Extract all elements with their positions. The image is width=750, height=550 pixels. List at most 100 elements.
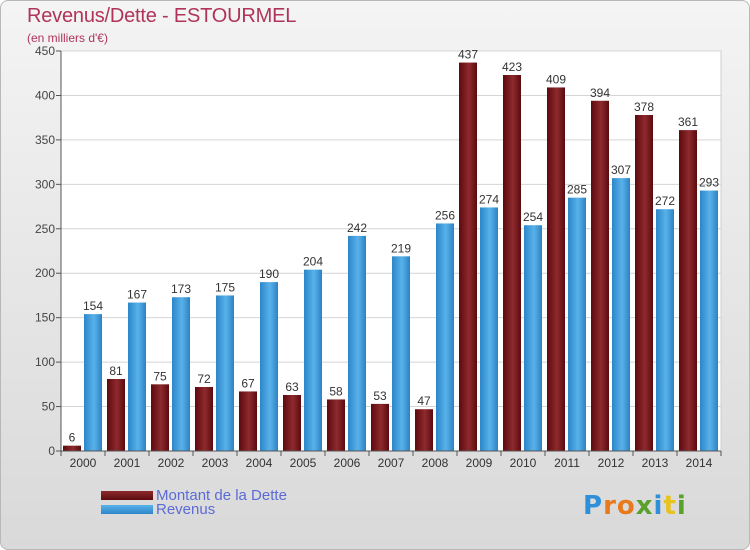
x-tick-label: 2000 bbox=[70, 456, 97, 470]
x-tick-label: 2006 bbox=[334, 456, 361, 470]
data-label-debt-2003: 72 bbox=[197, 372, 211, 386]
bar-revenus-2007 bbox=[392, 256, 410, 451]
y-axis: 0 50 100 150 200 250 300 350 400 450 bbox=[35, 44, 62, 458]
data-label-revenus-2008: 256 bbox=[435, 208, 455, 222]
data-label-revenus-2003: 175 bbox=[215, 280, 235, 294]
bar-revenus-2006 bbox=[348, 235, 366, 451]
bar-revenus-2011 bbox=[568, 197, 586, 451]
bar-debt-2006 bbox=[327, 399, 345, 451]
x-tick-label: 2007 bbox=[378, 456, 405, 470]
bar-debt-2012 bbox=[591, 100, 609, 452]
data-label-revenus-2007: 219 bbox=[391, 241, 411, 255]
data-label-debt-2014: 361 bbox=[678, 115, 698, 129]
legend-item-revenus: Revenus bbox=[101, 500, 216, 518]
data-label-debt-2007: 53 bbox=[373, 389, 387, 403]
bar-revenus-2013 bbox=[656, 209, 674, 451]
bar-debt-2013 bbox=[635, 115, 653, 451]
y-tick-label: 250 bbox=[35, 222, 55, 236]
logo-letter: i bbox=[653, 491, 664, 521]
bar-revenus-2002 bbox=[172, 297, 190, 451]
x-tick-label: 2012 bbox=[598, 456, 625, 470]
x-tick-label: 2001 bbox=[114, 456, 141, 470]
data-label-debt-2010: 423 bbox=[502, 60, 522, 74]
y-tick-label: 150 bbox=[35, 311, 55, 325]
data-label-debt-2008: 47 bbox=[417, 394, 431, 408]
x-tick-label: 2014 bbox=[686, 456, 713, 470]
data-label-debt-2001: 81 bbox=[109, 364, 123, 378]
data-label-revenus-2005: 204 bbox=[303, 255, 323, 269]
data-label-debt-2013: 378 bbox=[634, 100, 654, 114]
x-tick-label: 2013 bbox=[642, 456, 669, 470]
y-tick-label: 50 bbox=[42, 400, 56, 414]
data-label-debt-2004: 67 bbox=[241, 376, 255, 390]
bar-revenus-2004 bbox=[260, 282, 278, 451]
y-tick-label: 200 bbox=[35, 266, 55, 280]
chart-subtitle: (en milliers d'€) bbox=[27, 31, 108, 45]
logo-letter: i bbox=[676, 491, 687, 521]
x-tick-label: 2004 bbox=[246, 456, 273, 470]
bar-debt-2003 bbox=[195, 387, 213, 451]
data-label-revenus-2006: 242 bbox=[347, 221, 367, 235]
x-tick-label: 2008 bbox=[422, 456, 449, 470]
bar-revenus-2000 bbox=[84, 314, 102, 451]
bar-debt-2014 bbox=[679, 130, 697, 451]
chart-title: Revenus/Dette - ESTOURMEL bbox=[27, 5, 297, 27]
x-tick-label: 2011 bbox=[554, 456, 580, 470]
legend-label-debt: Montant de la Dette bbox=[156, 486, 287, 504]
data-label-debt-2006: 58 bbox=[329, 384, 343, 398]
bar-revenus-2008 bbox=[436, 223, 454, 451]
x-tick-label: 2010 bbox=[510, 456, 537, 470]
bar-debt-2005 bbox=[283, 395, 301, 451]
data-label-revenus-2014: 293 bbox=[699, 176, 719, 190]
logo-letter: o bbox=[616, 491, 636, 521]
bar-revenus-2009 bbox=[480, 207, 498, 451]
y-tick-label: 350 bbox=[35, 133, 55, 147]
logo-letter: P bbox=[583, 491, 604, 521]
data-label-revenus-2009: 274 bbox=[479, 192, 499, 206]
bar-revenus-2001 bbox=[128, 302, 146, 451]
bar-revenus-2005 bbox=[304, 269, 322, 451]
data-label-revenus-2001: 167 bbox=[127, 288, 147, 302]
x-axis: 2000 2001 2002 2003 2004 2005 2006 2007 2008 2009… bbox=[60, 450, 722, 470]
x-tick-label: 2009 bbox=[466, 456, 493, 470]
bars: 6 81 75 72 67 63 58 53 47 437 423 409 394 378 361 154 16… bbox=[63, 48, 719, 452]
bar-revenus-2014 bbox=[700, 190, 718, 452]
data-label-revenus-2004: 190 bbox=[259, 267, 279, 281]
bar-debt-2000 bbox=[63, 445, 81, 451]
logo-letter: r bbox=[603, 491, 617, 521]
bar-revenus-2003 bbox=[216, 295, 234, 451]
logo-letter: t bbox=[663, 491, 677, 521]
y-tick-label: 300 bbox=[35, 177, 55, 191]
y-tick-label: 100 bbox=[35, 355, 55, 369]
plot-area bbox=[60, 50, 722, 452]
data-label-debt-2011: 409 bbox=[546, 72, 566, 86]
bar-revenus-2010 bbox=[524, 225, 542, 451]
bar-debt-2002 bbox=[151, 384, 169, 451]
data-label-revenus-2010: 254 bbox=[523, 210, 543, 224]
proxiti-logo: Proxiti bbox=[583, 491, 687, 521]
legend-label-revenus: Revenus bbox=[156, 500, 216, 518]
x-tick-label: 2005 bbox=[290, 456, 317, 470]
legend-swatch-debt bbox=[101, 490, 153, 500]
bar-debt-2010 bbox=[503, 75, 521, 451]
logo-letter: x bbox=[635, 491, 654, 521]
y-tick-label: 400 bbox=[35, 88, 55, 102]
data-label-debt-2009: 437 bbox=[458, 48, 478, 62]
legend-swatch-revenus bbox=[101, 504, 153, 514]
grid-lines bbox=[61, 50, 721, 452]
data-label-debt-2012: 394 bbox=[590, 86, 610, 100]
data-label-revenus-2013: 272 bbox=[655, 194, 675, 208]
data-label-revenus-2002: 173 bbox=[171, 282, 191, 296]
legend-item-debt: Montant de la Dette bbox=[101, 486, 287, 504]
bar-debt-2007 bbox=[371, 403, 389, 451]
bar-debt-2001 bbox=[107, 379, 125, 451]
bar-debt-2004 bbox=[239, 391, 257, 451]
data-label-revenus-2011: 285 bbox=[567, 183, 587, 197]
bar-debt-2008 bbox=[415, 409, 433, 451]
bar-debt-2009 bbox=[459, 62, 477, 452]
data-label-debt-2005: 63 bbox=[285, 380, 299, 394]
data-label-debt-2000: 6 bbox=[69, 431, 76, 445]
y-tick-label: 0 bbox=[48, 444, 55, 458]
